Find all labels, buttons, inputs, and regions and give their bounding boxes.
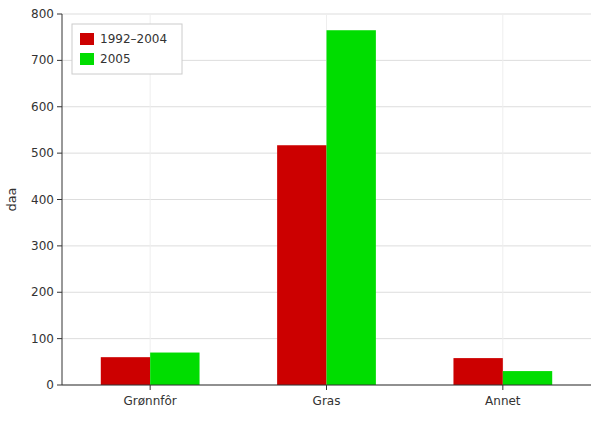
bar <box>277 145 326 385</box>
bar <box>101 357 150 385</box>
legend-label: 1992–2004 <box>100 32 167 46</box>
bars <box>101 30 552 385</box>
legend: 1992–2004 2005 <box>72 24 182 74</box>
y-tick <box>57 14 62 15</box>
y-tick-label: 600 <box>31 100 54 114</box>
x-tick-label: Gras <box>313 394 341 408</box>
bar <box>503 371 552 385</box>
y-tick <box>57 338 62 339</box>
y-axis-label: daa <box>4 187 19 211</box>
y-tick-label: 100 <box>31 332 54 346</box>
y-tick-label: 0 <box>46 378 54 392</box>
bar <box>150 353 199 385</box>
y-tick-label: 700 <box>31 53 54 67</box>
y-tick <box>57 245 62 246</box>
y-tick-label: 200 <box>31 285 54 299</box>
y-tick-label: 800 <box>31 7 54 21</box>
y-tick-label: 500 <box>31 146 54 160</box>
y-tick-label: 300 <box>31 239 54 253</box>
x-tick-label: Grønnfôr <box>124 394 177 408</box>
x-tick-label: Annet <box>485 394 521 408</box>
y-tick-label: 400 <box>31 193 54 207</box>
y-tick <box>57 60 62 61</box>
bar <box>453 358 502 385</box>
y-tick <box>57 292 62 293</box>
chart-container: 0 100 200 300 400 500 600 700 800 Grønnfôr Gras Ann… <box>0 0 607 423</box>
x-tick <box>326 385 327 390</box>
legend-swatch <box>80 33 94 45</box>
y-tick <box>57 153 62 154</box>
grid-line <box>502 14 503 385</box>
y-tick <box>57 385 62 386</box>
y-tick <box>57 199 62 200</box>
legend-swatch <box>80 53 94 65</box>
chart: 0 100 200 300 400 500 600 700 800 Grønnfôr Gras Ann… <box>0 0 607 423</box>
axes: 0 100 200 300 400 500 600 700 800 Grønnfôr Gras Ann… <box>31 7 591 408</box>
grid <box>62 14 591 385</box>
y-tick <box>57 106 62 107</box>
x-tick <box>502 385 503 390</box>
legend-box <box>72 24 182 74</box>
legend-label: 2005 <box>100 52 131 66</box>
x-tick <box>150 385 151 390</box>
bar <box>327 30 376 385</box>
